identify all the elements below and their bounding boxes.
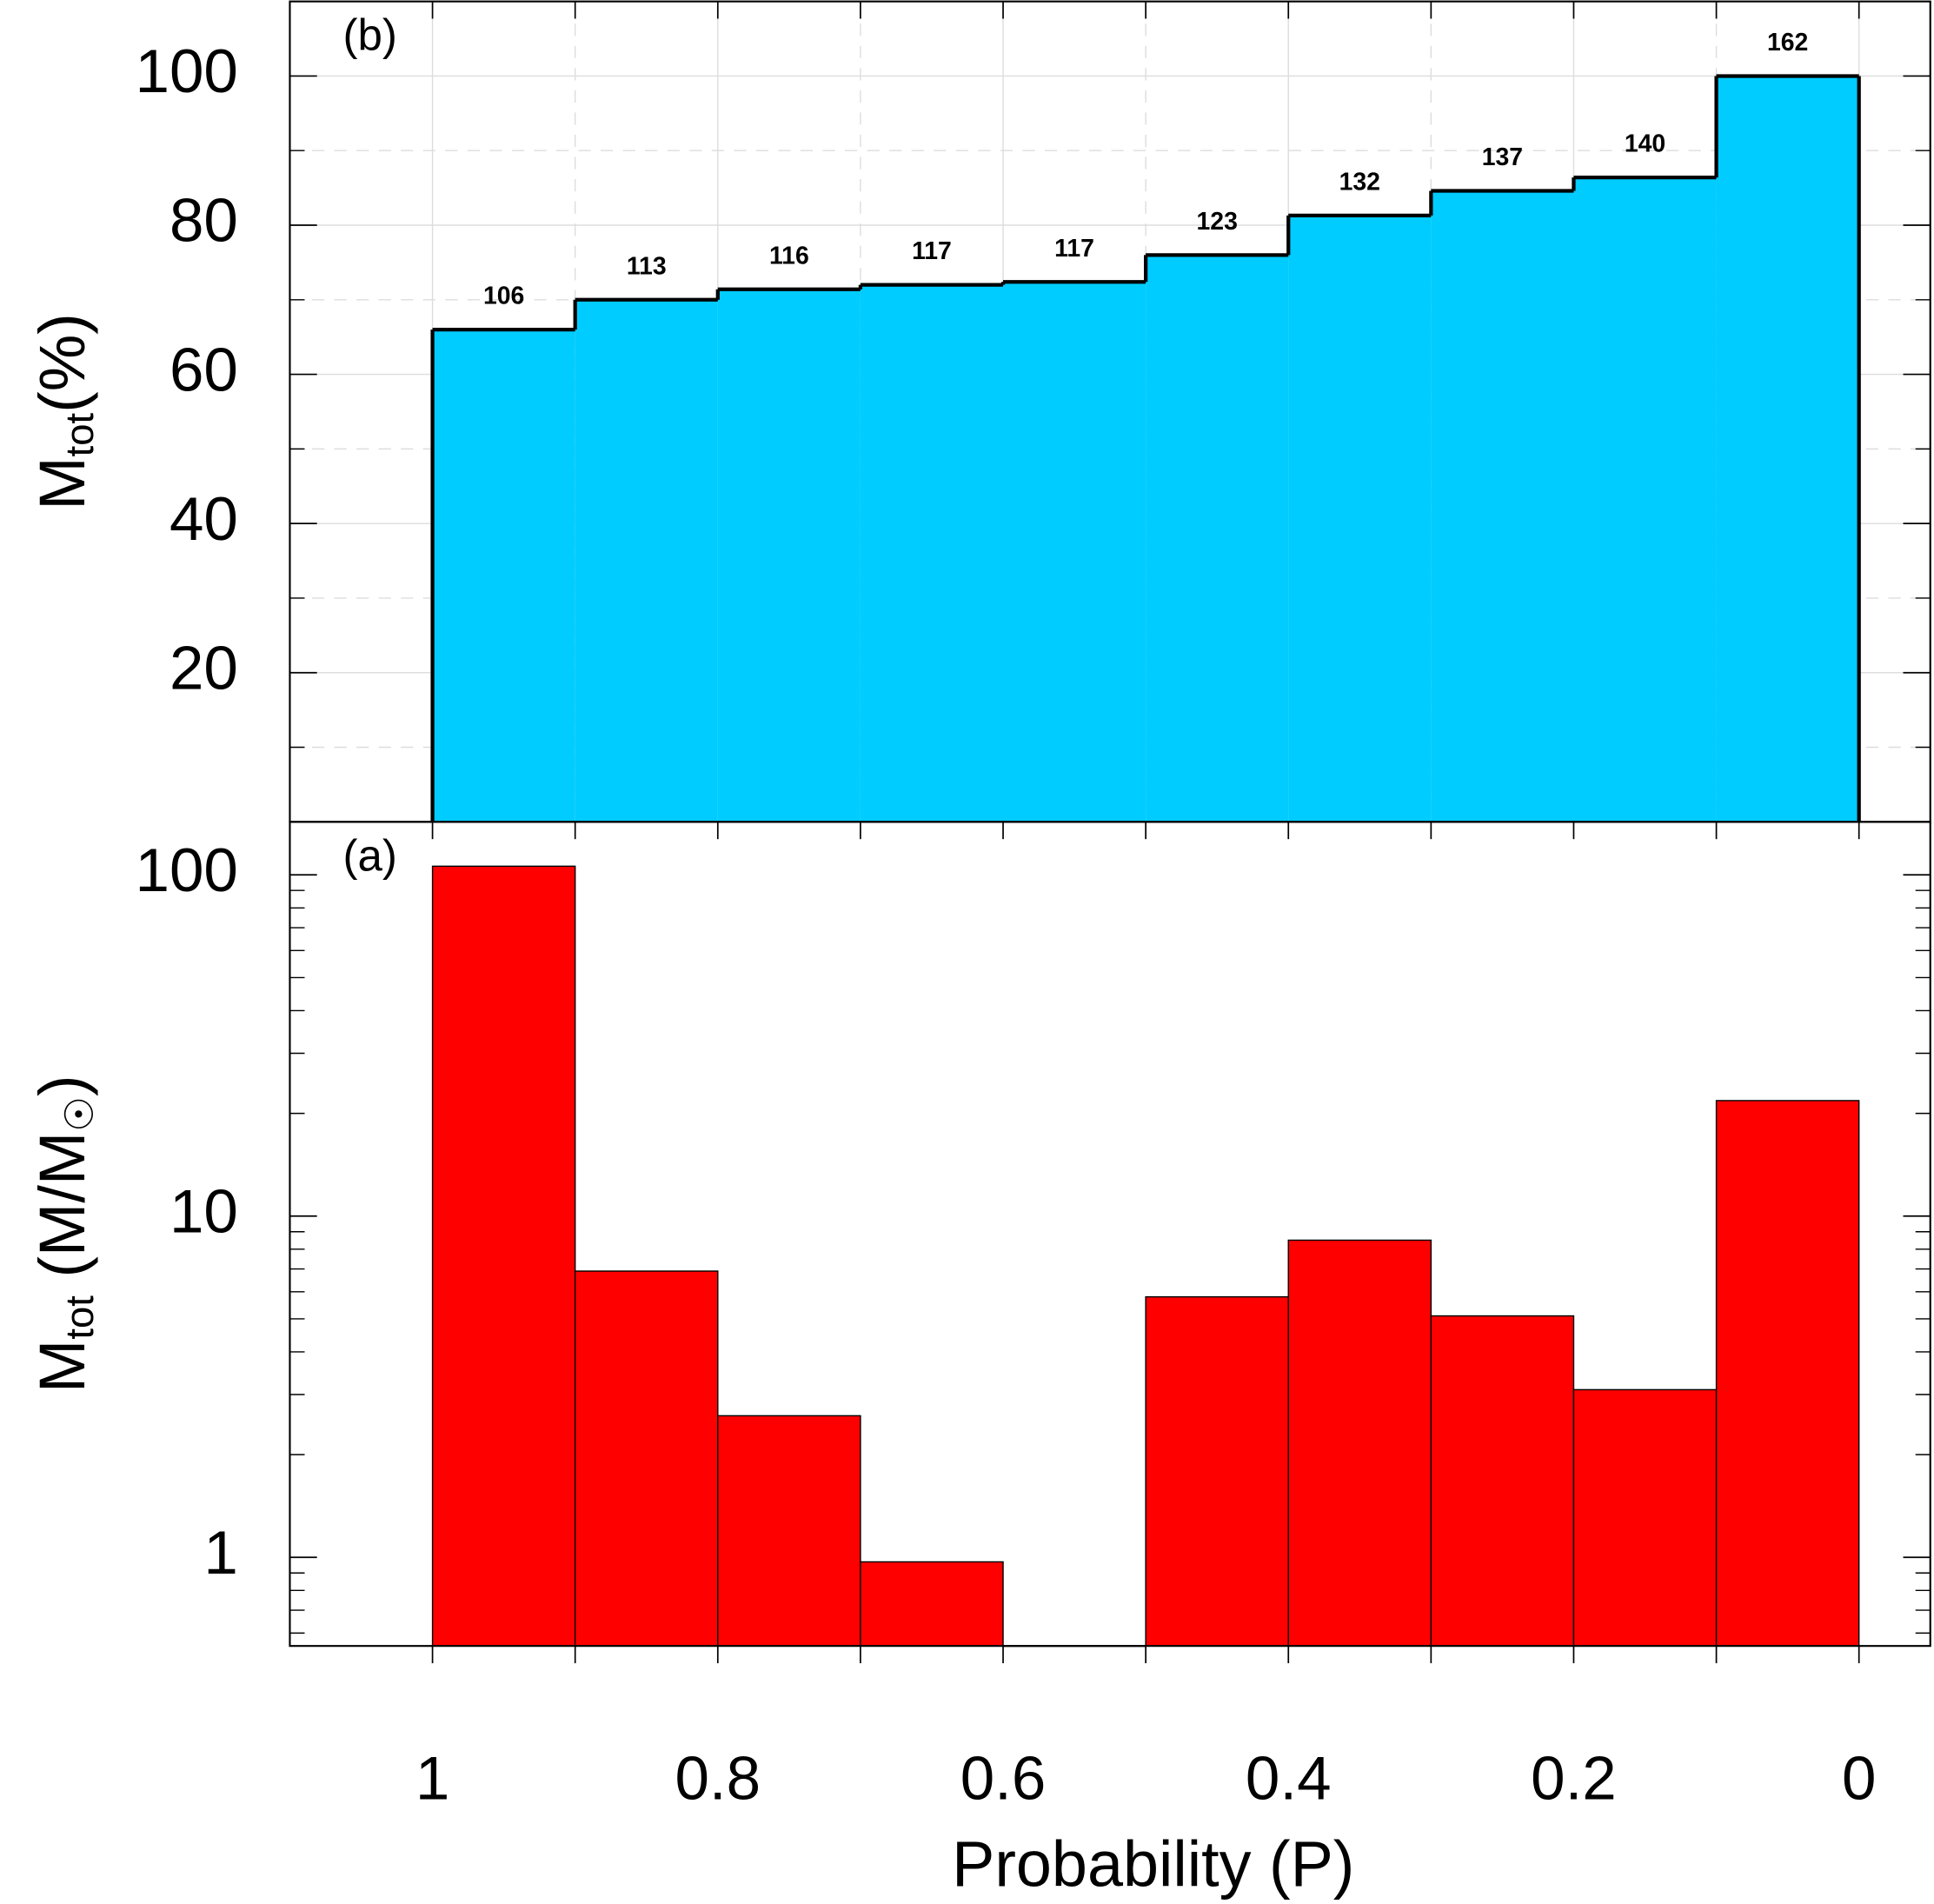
area-segment — [575, 299, 718, 822]
bar — [717, 1415, 861, 1647]
y-axis-title-part: ) — [27, 1075, 99, 1096]
area-segment — [717, 289, 861, 822]
area-segment — [432, 330, 575, 822]
y-tick-label: 40 — [169, 485, 238, 554]
x-tick-label: 0.8 — [675, 1744, 761, 1813]
area-segment — [1573, 177, 1717, 822]
y-axis-title-part: (%) — [27, 313, 99, 413]
x-tick-label: 0.2 — [1531, 1744, 1617, 1813]
area-segment — [860, 284, 1004, 822]
y-axis-title-part: (M/M — [27, 1132, 99, 1295]
bar — [1572, 1388, 1718, 1647]
count-label: 117 — [1054, 235, 1094, 263]
area-segment — [1146, 255, 1289, 822]
area-segment — [1716, 76, 1859, 822]
x-tick-label: 0 — [1842, 1744, 1876, 1813]
area-segment — [1288, 215, 1432, 822]
bar — [1430, 1315, 1575, 1647]
x-tick-label: 1 — [415, 1744, 449, 1813]
y-tick-label: 60 — [169, 336, 238, 404]
y-axis-title-part: M — [27, 456, 99, 509]
x-tick-label: 0.6 — [960, 1744, 1047, 1813]
y-tick-label: 1 — [203, 1519, 237, 1588]
y-tick-label: 20 — [169, 634, 238, 702]
count-label: 162 — [1767, 29, 1808, 57]
y-tick-label: 10 — [169, 1178, 238, 1247]
y-tick-label: 80 — [169, 187, 238, 256]
count-label: 116 — [769, 242, 809, 270]
bar — [1287, 1239, 1432, 1647]
count-label: 140 — [1625, 130, 1665, 158]
y-axis-title-part: M — [27, 1340, 99, 1393]
bar — [1145, 1295, 1289, 1647]
bar — [431, 865, 576, 1647]
y-axis-title-part: tot — [57, 1295, 102, 1340]
y-tick-label: 100 — [136, 836, 238, 905]
count-label: 106 — [483, 283, 524, 310]
y-axis-title: Mtot(%) — [27, 313, 103, 510]
count-label: 123 — [1197, 208, 1238, 236]
x-axis-title: Probability (P) — [952, 1828, 1354, 1901]
count-label: 132 — [1339, 168, 1380, 196]
y-axis-title: Mtot (M/M☉) — [27, 1075, 103, 1393]
bar — [1715, 1100, 1860, 1647]
plot-frame — [289, 821, 1931, 1648]
panel-label: (a) — [342, 830, 396, 880]
bar — [574, 1270, 719, 1647]
count-label: 113 — [627, 252, 667, 280]
area-segment — [1431, 190, 1574, 822]
panel-label: (b) — [342, 10, 396, 60]
y-axis-title-part: ☉ — [57, 1096, 102, 1132]
count-label: 117 — [912, 237, 952, 265]
y-tick-label: 100 — [136, 37, 238, 106]
count-label: 137 — [1482, 143, 1523, 171]
y-axis-title-part: tot — [57, 412, 102, 456]
bar — [860, 1561, 1004, 1647]
area-segment — [1003, 282, 1146, 822]
x-tick-label: 0.4 — [1246, 1744, 1332, 1813]
